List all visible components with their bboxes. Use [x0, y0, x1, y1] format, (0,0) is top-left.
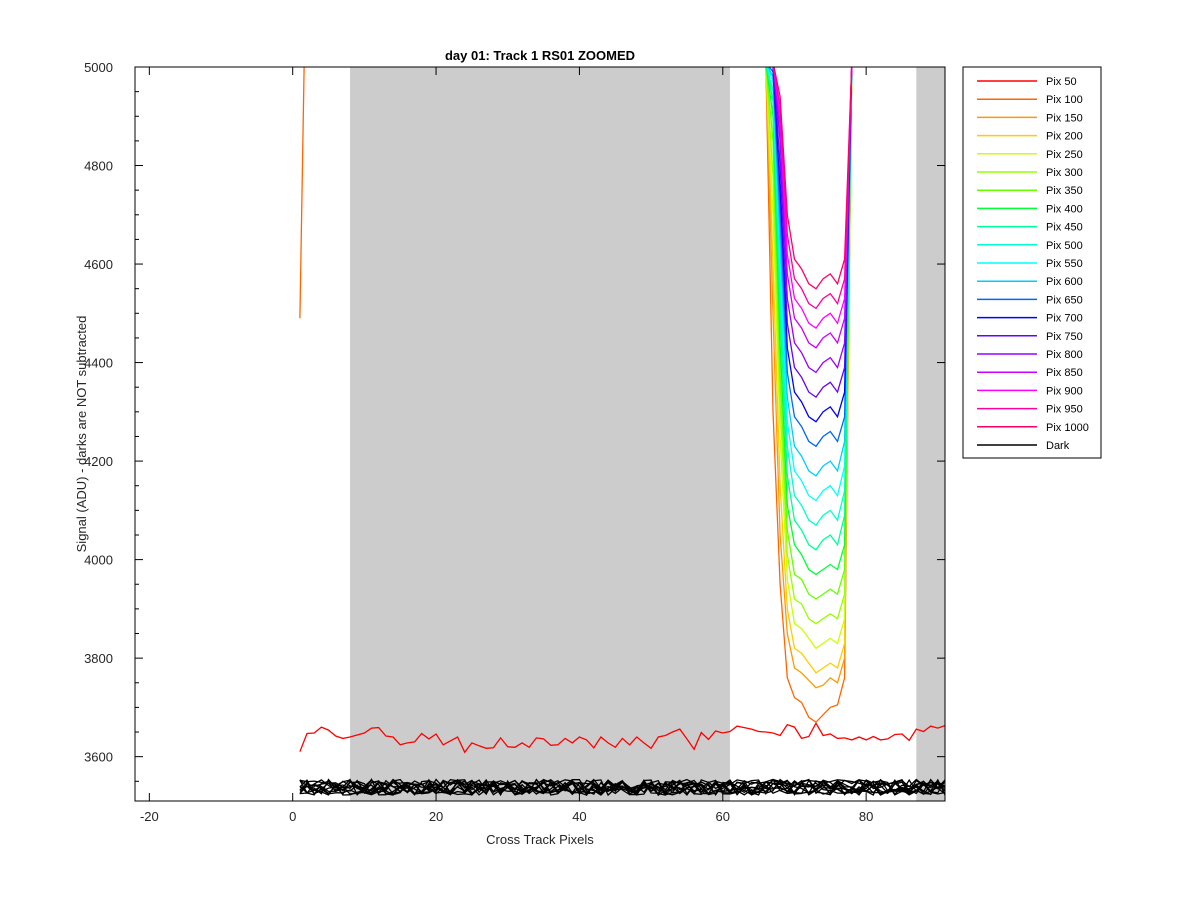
- legend-label: Pix 250: [1046, 149, 1083, 161]
- legend-label: Pix 750: [1046, 331, 1083, 343]
- series-line-pix-600: [767, 67, 853, 477]
- legend-label: Pix 100: [1046, 94, 1083, 106]
- series-line-pix-50: [299, 721, 945, 754]
- chart-title: day 01: Track 1 RS01 ZOOMED: [445, 48, 635, 63]
- series-group: [299, 67, 945, 797]
- legend-label: Pix 900: [1046, 385, 1083, 397]
- legend-label: Pix 950: [1046, 404, 1083, 416]
- series-line-pix-1000: [773, 67, 853, 290]
- series-line-pix-300: [765, 67, 853, 625]
- series-line-pix-150: [765, 67, 853, 689]
- legend-label: Pix 700: [1046, 313, 1083, 325]
- legend-label: Pix 200: [1046, 131, 1083, 143]
- x-axis-label: Cross Track Pixels: [486, 832, 594, 847]
- series-line-pix-250: [765, 67, 853, 650]
- series-line-pix-100: [299, 67, 853, 724]
- legend-label: Pix 50: [1046, 76, 1077, 88]
- legend-label: Pix 500: [1046, 240, 1083, 252]
- x-tick-label: 60: [716, 809, 730, 824]
- legend-label: Pix 400: [1046, 203, 1083, 215]
- shaded-regions: [350, 67, 945, 801]
- series-line-pix-400: [765, 67, 853, 576]
- plot-frame: [134, 66, 946, 802]
- x-tick-label: 20: [429, 809, 443, 824]
- y-tick-label: 4000: [84, 553, 113, 568]
- legend-label: Pix 650: [1046, 294, 1083, 306]
- legend-label: Pix 600: [1046, 276, 1083, 288]
- series-line-pix-950: [773, 67, 853, 310]
- shaded-region: [916, 67, 945, 801]
- y-axis-label: Signal (ADU) - darks are NOT subtracted: [74, 316, 89, 553]
- legend-label: Pix 450: [1046, 222, 1083, 234]
- y-tick-label: 3600: [84, 750, 113, 765]
- y-tick-label: 4800: [84, 159, 113, 174]
- shaded-region: [350, 67, 730, 801]
- legend-label: Pix 800: [1046, 349, 1083, 361]
- series-line-dark: [299, 778, 945, 797]
- legend-label: Pix 550: [1046, 258, 1083, 270]
- series-line-pix-350: [765, 67, 853, 600]
- series-line-pix-650: [768, 67, 853, 448]
- axis-ticks: -20 0 20 40 60 80 3600 3800 4000 4200 4400 4600 4800…: [84, 60, 945, 824]
- y-tick-label: 3800: [84, 651, 113, 666]
- series-line-pix-450: [766, 67, 853, 551]
- x-tick-label: 0: [289, 809, 296, 824]
- y-tick-label: 4600: [84, 257, 113, 272]
- y-tick-label: 4400: [84, 356, 113, 371]
- legend: Pix 50 Pix 100 Pix 150 Pix 200 Pix 250 Pix 30…: [962, 66, 1102, 459]
- legend-label: Pix 1000: [1046, 422, 1089, 434]
- legend-label: Dark: [1046, 440, 1070, 452]
- series-line-pix-750: [772, 67, 853, 398]
- series-line-pix-700: [771, 67, 853, 423]
- y-tick-label: 4200: [84, 454, 113, 469]
- legend-label: Pix 350: [1046, 185, 1083, 197]
- series-line-pix-200: [765, 67, 853, 674]
- series-line-pix-500: [766, 67, 853, 526]
- x-tick-label: 40: [572, 809, 586, 824]
- legend-label: Pix 150: [1046, 112, 1083, 124]
- series-line-pix-550: [766, 67, 853, 502]
- legend-label: Pix 850: [1046, 367, 1083, 379]
- x-tick-label: -20: [140, 809, 159, 824]
- x-tick-label: 80: [859, 809, 873, 824]
- y-tick-label: 5000: [84, 60, 113, 75]
- legend-label: Pix 300: [1046, 167, 1083, 179]
- series-line-pix-800: [772, 67, 853, 374]
